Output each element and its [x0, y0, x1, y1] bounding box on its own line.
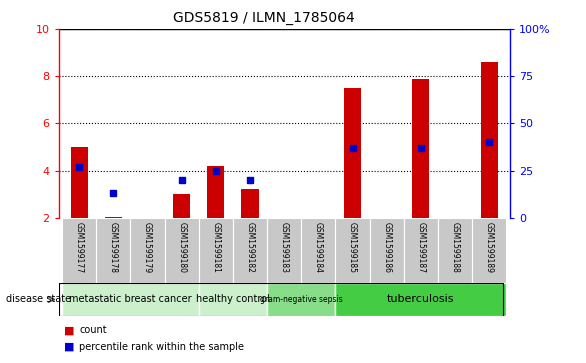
Text: GSM1599182: GSM1599182 — [246, 223, 254, 273]
Bar — [173, 194, 190, 218]
Text: percentile rank within the sample: percentile rank within the sample — [79, 342, 244, 352]
Bar — [207, 166, 224, 218]
Text: GSM1599188: GSM1599188 — [451, 223, 459, 273]
Bar — [370, 218, 404, 283]
Bar — [413, 78, 430, 218]
Bar — [301, 218, 335, 283]
Bar — [335, 283, 506, 316]
Bar — [438, 218, 472, 283]
Bar — [481, 62, 498, 218]
Text: ■: ■ — [64, 325, 75, 335]
Text: metastatic breast cancer: metastatic breast cancer — [69, 294, 192, 305]
Text: healthy control: healthy control — [196, 294, 270, 305]
Bar — [70, 147, 88, 218]
Bar — [199, 283, 267, 316]
Text: GSM1599187: GSM1599187 — [417, 223, 425, 273]
Text: GSM1599185: GSM1599185 — [348, 223, 357, 273]
Text: count: count — [79, 325, 107, 335]
Bar — [472, 218, 506, 283]
Bar — [335, 218, 370, 283]
Bar — [267, 218, 301, 283]
Bar — [241, 189, 258, 218]
Bar — [404, 218, 438, 283]
Text: GSM1599178: GSM1599178 — [109, 223, 118, 273]
Text: GSM1599189: GSM1599189 — [485, 223, 494, 273]
Text: GSM1599181: GSM1599181 — [212, 223, 220, 273]
Bar — [96, 218, 130, 283]
Bar — [233, 218, 267, 283]
Bar — [62, 218, 96, 283]
Bar — [199, 218, 233, 283]
Text: GSM1599183: GSM1599183 — [280, 223, 289, 273]
Text: GSM1599186: GSM1599186 — [382, 223, 391, 273]
Text: tuberculosis: tuberculosis — [387, 294, 455, 305]
Text: ■: ■ — [64, 342, 75, 352]
Bar — [165, 218, 199, 283]
Text: GSM1599179: GSM1599179 — [143, 223, 152, 273]
Text: disease state: disease state — [6, 294, 71, 305]
Text: GSM1599180: GSM1599180 — [177, 223, 186, 273]
Text: GSM1599177: GSM1599177 — [74, 223, 84, 273]
Bar — [130, 218, 165, 283]
Bar — [267, 283, 335, 316]
Bar — [105, 217, 122, 218]
Bar — [62, 283, 199, 316]
Text: GDS5819 / ILMN_1785064: GDS5819 / ILMN_1785064 — [173, 11, 355, 25]
Text: gram-negative sepsis: gram-negative sepsis — [260, 295, 343, 304]
Text: GSM1599184: GSM1599184 — [314, 223, 323, 273]
Bar — [344, 88, 361, 218]
